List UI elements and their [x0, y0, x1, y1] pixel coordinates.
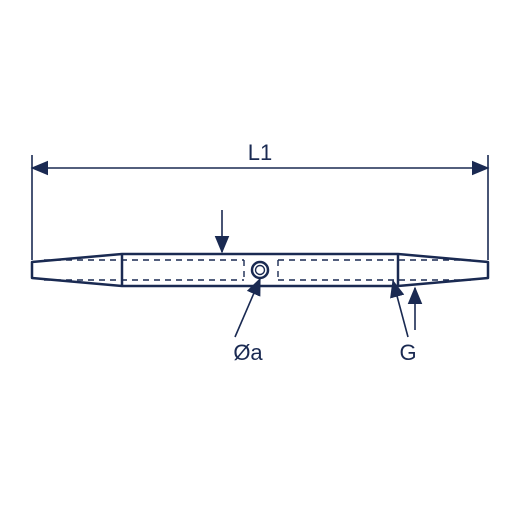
oa-leader: [235, 279, 260, 337]
center-hole-inner: [256, 266, 265, 275]
g-leader: [393, 281, 408, 337]
technical-drawing: L1 Øa G: [0, 0, 520, 520]
g-label: G: [399, 340, 416, 365]
oa-label: Øa: [233, 340, 263, 365]
l1-label: L1: [248, 140, 272, 165]
